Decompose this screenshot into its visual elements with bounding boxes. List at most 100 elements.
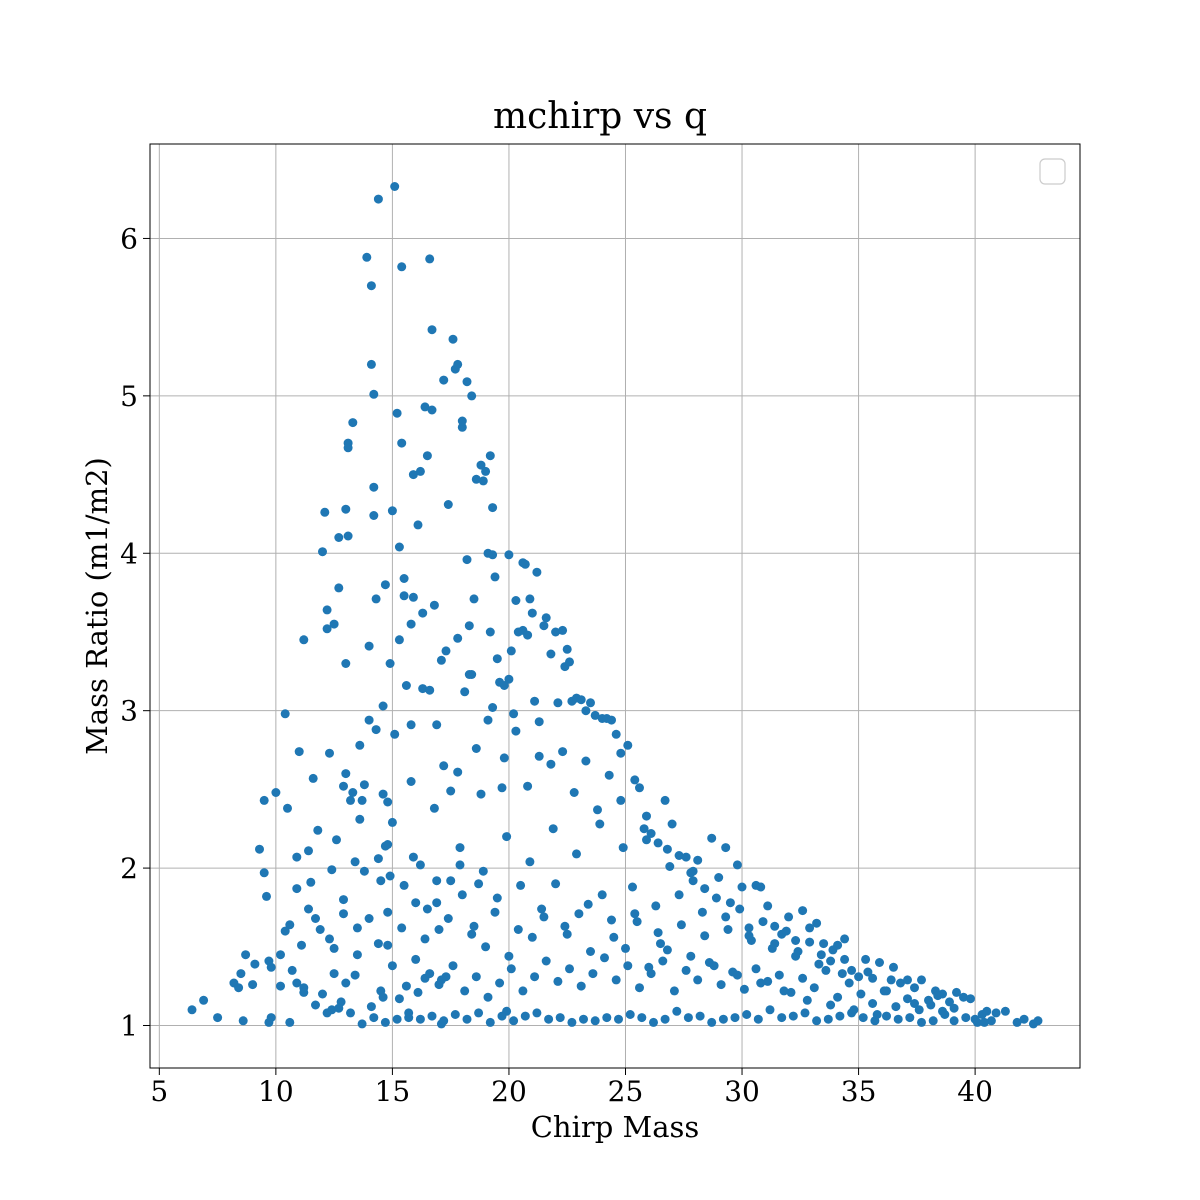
- data-point: [693, 975, 703, 985]
- data-point: [674, 890, 684, 900]
- data-point: [348, 418, 358, 428]
- data-point: [1000, 1006, 1010, 1016]
- data-point: [359, 866, 369, 876]
- data-point: [436, 655, 446, 665]
- data-point: [868, 973, 878, 983]
- data-point: [558, 625, 568, 635]
- data-point: [653, 928, 663, 938]
- data-point: [527, 608, 537, 618]
- data-point: [497, 783, 507, 793]
- data-point: [527, 932, 537, 942]
- data-point: [642, 835, 651, 845]
- data-point: [313, 825, 323, 835]
- data-point: [457, 416, 467, 426]
- data-point: [572, 849, 581, 859]
- data-point: [742, 1010, 752, 1019]
- data-point: [238, 1016, 248, 1026]
- data-point: [453, 767, 463, 777]
- data-point: [959, 992, 968, 1002]
- data-point: [539, 912, 549, 922]
- data-point: [579, 1014, 588, 1024]
- data-point: [387, 817, 397, 827]
- data-point: [471, 972, 481, 982]
- data-point: [532, 1008, 542, 1018]
- legend-box: [1039, 158, 1066, 185]
- data-point: [350, 857, 360, 867]
- data-point: [753, 1014, 763, 1024]
- data-point: [662, 844, 672, 854]
- data-point: [1033, 1016, 1043, 1026]
- data-point: [406, 720, 416, 730]
- data-point: [910, 999, 919, 1008]
- data-point: [383, 940, 393, 950]
- data-point: [651, 901, 661, 911]
- data-point: [565, 964, 574, 974]
- data-point: [826, 1000, 836, 1010]
- data-point: [285, 1017, 295, 1027]
- data-point: [448, 961, 458, 971]
- data-point: [730, 1013, 740, 1023]
- data-point: [446, 786, 456, 796]
- data-point: [607, 915, 616, 925]
- data-point: [294, 747, 304, 757]
- data-point: [334, 533, 344, 542]
- data-point: [366, 1002, 376, 1012]
- data-point: [213, 1013, 223, 1023]
- data-point: [539, 621, 549, 631]
- data-point: [886, 975, 896, 985]
- data-point: [346, 795, 355, 805]
- data-point: [411, 898, 421, 908]
- data-point: [292, 884, 302, 894]
- data-point: [481, 466, 491, 476]
- data-point: [774, 970, 784, 980]
- data-point: [478, 476, 488, 486]
- data-point: [369, 511, 379, 520]
- data-point: [721, 912, 731, 922]
- data-point: [322, 1008, 332, 1018]
- data-point: [660, 1014, 670, 1024]
- data-point: [250, 959, 260, 969]
- data-point: [840, 934, 850, 944]
- x-tick-label: 15: [375, 1075, 411, 1108]
- data-point: [383, 797, 393, 807]
- data-point: [833, 992, 843, 1002]
- data-point: [425, 254, 435, 264]
- data-point: [949, 1003, 959, 1013]
- data-point: [399, 574, 409, 583]
- data-point: [576, 695, 586, 705]
- data-point: [462, 555, 472, 565]
- data-point: [744, 931, 754, 941]
- data-point: [546, 759, 556, 769]
- data-point: [767, 943, 777, 953]
- data-point: [576, 981, 586, 991]
- data-point: [688, 876, 698, 886]
- data-point: [945, 997, 954, 1007]
- data-point: [457, 422, 467, 432]
- data-point: [439, 1016, 449, 1026]
- data-point: [415, 1014, 425, 1024]
- data-point: [380, 1017, 390, 1027]
- data-point: [523, 781, 533, 791]
- data-point: [667, 819, 677, 829]
- data-point: [893, 1014, 903, 1024]
- x-tick-label: 35: [841, 1075, 877, 1108]
- data-point: [383, 907, 393, 917]
- data-point: [483, 715, 493, 725]
- data-point: [653, 838, 663, 848]
- data-point: [581, 756, 591, 766]
- data-point: [460, 687, 470, 697]
- data-point: [329, 619, 339, 629]
- data-point: [408, 852, 418, 862]
- data-point: [439, 375, 449, 385]
- data-point: [882, 1011, 891, 1021]
- data-point: [683, 1013, 693, 1023]
- data-point: [259, 868, 269, 878]
- data-point: [373, 854, 383, 864]
- data-point: [800, 1008, 810, 1018]
- data-point: [896, 978, 905, 988]
- data-point: [483, 992, 493, 1002]
- data-point: [777, 1013, 787, 1023]
- data-point: [474, 879, 484, 889]
- data-point: [618, 843, 628, 853]
- data-point: [341, 978, 351, 988]
